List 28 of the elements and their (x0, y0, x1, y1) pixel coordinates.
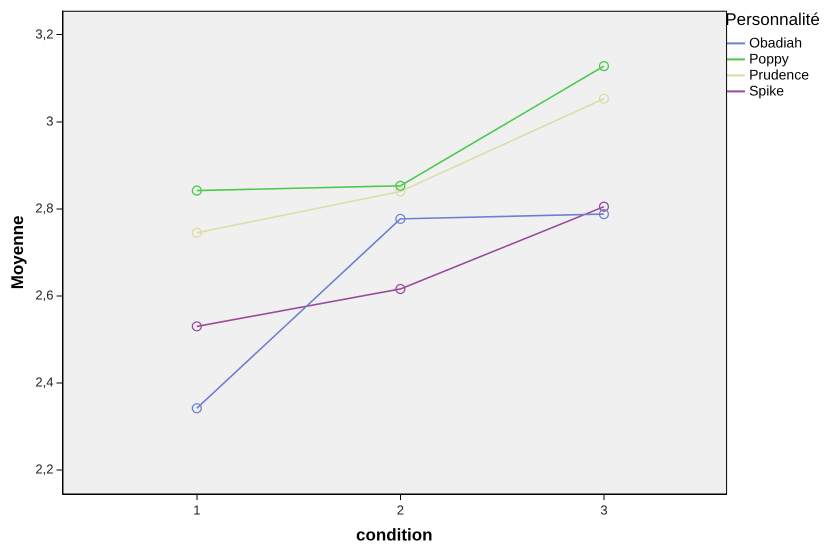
point (192, 185, 202, 196)
y-tick-label: 3 (46, 113, 54, 128)
point (598, 60, 610, 72)
legend-label: Obadiah (749, 34, 802, 50)
x-tick-label: 2 (396, 502, 404, 518)
x-axis-title: condition (356, 525, 433, 544)
point (598, 94, 610, 104)
legend-label: Prudence (749, 66, 810, 82)
point (395, 186, 406, 197)
point (395, 180, 406, 191)
point (192, 403, 202, 414)
legend-title: Personnalité (725, 10, 820, 30)
y-axis-title: Moyenne (8, 216, 27, 290)
point (598, 202, 610, 212)
point (598, 208, 610, 220)
y-tick-label: 2,4 (35, 374, 54, 390)
y-tick-label: 2,8 (35, 200, 54, 216)
point (192, 321, 202, 332)
point (395, 214, 406, 224)
point (192, 228, 202, 238)
y-tick-label: 3,2 (35, 26, 54, 42)
x-tick-label: 1 (193, 502, 200, 518)
x-tick-label: 3 (600, 502, 608, 518)
y-tick-label: 2,2 (35, 462, 54, 477)
point (395, 284, 406, 294)
y-tick-label: 2,6 (35, 288, 54, 303)
legend-label: Poppy (749, 50, 789, 66)
legend-label: Spike (749, 82, 784, 98)
